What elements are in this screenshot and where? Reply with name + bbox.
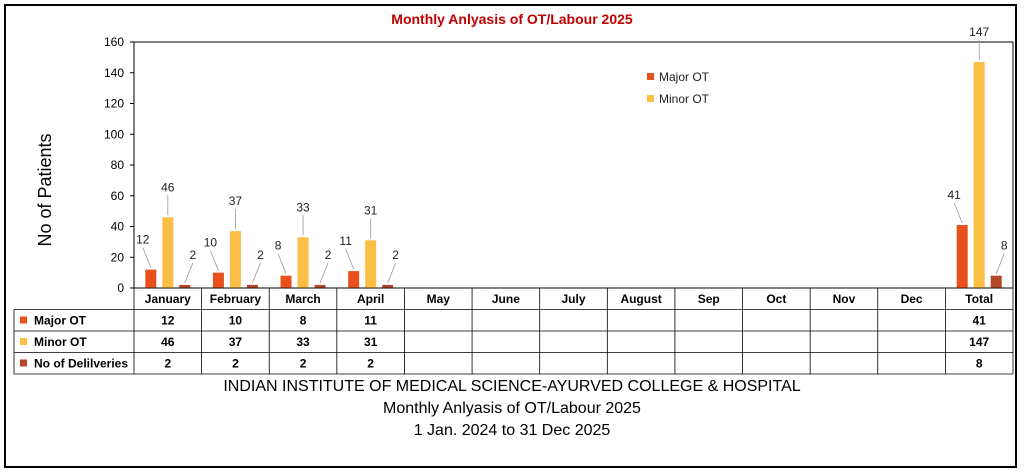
y-tick-label: 140 [104,66,124,80]
legend-label: Major OT [659,70,710,84]
data-table-cell: 11 [364,314,377,328]
data-table-cell: 2 [232,357,239,371]
data-label: 2 [325,248,332,262]
data-label-leader [184,262,194,284]
x-tick-label: May [427,292,451,306]
data-label: 147 [969,25,989,39]
y-tick-label: 160 [104,35,124,49]
data-label: 41 [948,188,962,202]
data-label-leader [142,247,152,268]
bar-major-ot-total [956,224,968,288]
data-table-cell: 8 [976,357,983,371]
data-table-cell: 37 [229,335,243,349]
data-table-cell: 33 [296,335,310,349]
y-tick-label: 60 [111,189,125,203]
data-label-leader [953,202,963,224]
y-axis-label: No of Patients [35,133,55,246]
data-table-cell: 41 [973,314,987,328]
y-tick-label: 20 [111,250,125,264]
bar-minor-ot-total [973,61,985,288]
footer-institution: INDIAN INSTITUTE OF MEDICAL SCIENCE-AYUR… [223,378,801,395]
x-tick-label: February [210,292,262,306]
footer-date-range: 1 Jan. 2024 to 31 Dec 2025 [413,422,611,439]
x-tick-label: Nov [833,292,856,306]
chart-title: Monthly Anlyasis of OT/Labour 2025 [391,11,633,27]
x-tick-label: Sep [698,292,720,306]
bar-major-ot-february [212,272,224,288]
bar-major-ot-april [348,271,360,288]
legend-key-minor-ot [20,338,27,345]
data-table-cell: 2 [164,357,171,371]
bar-major-ot-january [145,269,157,288]
bar-minor-ot-april [365,240,377,288]
data-table-row-label: No of Delilveries [34,357,128,371]
x-tick-label: June [492,292,520,306]
data-table-cell: 31 [364,335,378,349]
data-table-cell: 147 [969,335,989,349]
y-tick-label: 0 [117,281,124,295]
y-tick-label: 80 [111,158,125,172]
data-label: 2 [392,248,399,262]
data-label: 2 [189,248,196,262]
x-tick-label: August [620,292,661,306]
y-tick-label: 100 [104,127,124,141]
data-label-leader [252,262,261,284]
bar-no-of-delilveries-april [382,284,394,288]
x-tick-label: Total [965,292,993,306]
data-table-row-label: Minor OT [34,335,87,349]
data-table-cell: 46 [161,335,175,349]
x-tick-label: Dec [901,292,923,306]
data-label: 11 [339,234,352,248]
x-tick-label: April [357,292,384,306]
data-table-cell: 2 [367,357,374,371]
data-table-row-label: Major OT [34,314,87,328]
legend-swatch [647,95,654,102]
legend-key-no-of-delilveries [20,359,27,367]
bar-no-of-delilveries-march [314,284,326,288]
bar-minor-ot-january [162,217,174,288]
footer-subtitle: Monthly Anlyasis of OT/Labour 2025 [383,400,641,417]
data-label: 33 [296,200,310,214]
data-label: 2 [257,248,264,262]
legend-key-major-ot [20,316,27,324]
data-label: 8 [275,239,282,253]
x-tick-label: March [285,292,320,306]
data-label-leader [210,250,219,271]
bar-no-of-delilveries-february [246,284,258,288]
legend-swatch [647,73,654,80]
y-tick-label: 40 [111,220,125,234]
data-label: 31 [364,203,378,217]
y-tick-label: 120 [104,97,124,111]
x-tick-label: July [561,292,585,306]
plot-area-border [133,41,1014,289]
bar-minor-ot-march [297,237,309,288]
data-label-leader [277,253,287,274]
data-label: 10 [204,236,218,250]
bar-no-of-delilveries-january [179,284,191,288]
data-label: 12 [136,233,150,247]
bar-minor-ot-february [229,231,241,288]
data-label-leader [387,262,397,284]
data-label: 37 [229,194,243,208]
data-label-leader [319,262,329,284]
data-label: 8 [1001,239,1008,253]
data-label-leader [345,248,355,270]
data-table-cell: 8 [300,314,307,328]
data-label: 46 [161,180,175,194]
data-label-leader [995,253,1005,274]
x-tick-label: Oct [766,292,786,306]
data-table-cell: 12 [161,314,175,328]
data-table-cell: 10 [229,314,243,328]
chart-svg: Monthly Anlyasis of OT/Labour 2025 No of … [13,11,1014,375]
legend-label: Minor OT [659,92,710,106]
bar-major-ot-march [280,275,292,288]
x-tick-label: January [145,292,191,306]
data-table-cell: 2 [300,357,307,371]
bar-no-of-delilveries-total [990,275,1002,288]
